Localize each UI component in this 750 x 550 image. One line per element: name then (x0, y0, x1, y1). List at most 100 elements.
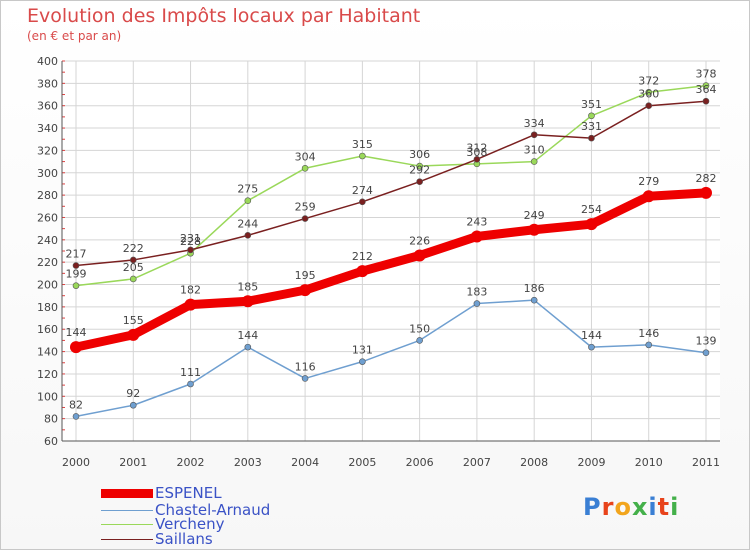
x-tick-label: 2002 (177, 456, 205, 469)
legend-swatch (101, 538, 153, 540)
legend-swatch (101, 509, 153, 511)
data-label: 228 (180, 235, 201, 248)
data-point (127, 328, 140, 341)
plot-area (62, 61, 720, 441)
data-label: 82 (69, 398, 83, 411)
data-label: 226 (409, 234, 430, 247)
data-point (301, 215, 309, 222)
y-tick-label: 340 (37, 122, 58, 135)
data-label: 259 (295, 201, 316, 214)
legend-label: Chastel-Arnaud (155, 501, 271, 519)
data-label: 144 (237, 329, 258, 342)
data-label: 195 (295, 269, 316, 282)
data-label: 312 (466, 141, 487, 154)
y-tick-label: 300 (37, 167, 58, 180)
data-label: 186 (524, 282, 545, 295)
data-label: 282 (696, 172, 717, 185)
x-tick-label: 2005 (348, 456, 376, 469)
data-label: 144 (581, 329, 602, 342)
data-label: 279 (638, 175, 659, 188)
x-tick-label: 2003 (234, 456, 262, 469)
data-point (702, 97, 710, 105)
data-point (184, 298, 197, 311)
data-label: 116 (295, 360, 316, 373)
data-point (70, 341, 82, 354)
data-label: 364 (696, 83, 717, 96)
legend-item: Vercheny (101, 516, 225, 532)
series-line (75, 100, 707, 267)
data-point (588, 134, 595, 142)
y-tick-label: 240 (37, 234, 58, 247)
data-label: 231 (180, 232, 201, 245)
data-point (416, 162, 423, 170)
data-label: 150 (409, 322, 430, 335)
x-tick-label: 2000 (62, 456, 90, 469)
legend-item: Chastel-Arnaud (101, 502, 270, 518)
x-tick-label: 2001 (119, 456, 147, 469)
data-point (301, 164, 309, 172)
data-label: 292 (409, 164, 430, 177)
data-label: 351 (581, 98, 602, 111)
data-point (72, 282, 80, 289)
data-point (530, 296, 538, 304)
data-label: 331 (581, 120, 602, 133)
chart-subtitle: (en € et par an) (27, 29, 122, 43)
data-point (702, 82, 710, 89)
y-tick-label: 360 (37, 100, 58, 113)
data-label: 146 (638, 327, 659, 340)
data-point (585, 218, 598, 231)
chart-title: Evolution des Impôts locaux par Habitant (27, 5, 421, 27)
data-point (588, 112, 595, 120)
legend-label: Vercheny (155, 515, 225, 533)
data-point (645, 88, 653, 96)
data-label: 182 (180, 284, 201, 297)
y-tick-label: 260 (37, 211, 58, 224)
data-label: 144 (66, 326, 87, 339)
data-label: 304 (295, 150, 316, 163)
legend-label: ESPENEL (155, 484, 222, 502)
data-label: 360 (638, 88, 659, 101)
y-tick-label: 60 (44, 435, 58, 448)
y-tick-label: 320 (37, 144, 58, 157)
y-tick-label: 220 (37, 256, 58, 269)
data-label: 185 (237, 280, 258, 293)
data-point (72, 262, 80, 269)
data-label: 92 (126, 387, 140, 400)
data-point (588, 343, 595, 351)
data-label: 222 (123, 242, 144, 255)
data-point (700, 186, 712, 199)
data-point (244, 232, 252, 239)
data-point (645, 341, 653, 349)
data-point (530, 158, 538, 165)
x-tick-label: 2004 (291, 456, 319, 469)
legend-item: Saillans (101, 531, 213, 547)
series-chastel-arnaud (72, 296, 710, 420)
data-label: 131 (352, 344, 373, 357)
data-point (72, 413, 80, 420)
data-point (416, 337, 423, 344)
data-point (244, 343, 252, 351)
data-point (413, 249, 426, 262)
data-label: 254 (581, 203, 602, 216)
data-point (129, 256, 137, 264)
data-label: 334 (524, 117, 545, 130)
data-point (359, 358, 366, 365)
data-point (129, 401, 137, 409)
data-point (702, 349, 710, 357)
legend-swatch (101, 523, 153, 525)
x-tick-label: 2009 (577, 456, 605, 469)
data-point (241, 295, 254, 308)
data-label: 244 (237, 217, 258, 230)
x-tick-label: 2008 (520, 456, 548, 469)
data-point (359, 152, 366, 160)
data-point (187, 380, 194, 388)
data-point (473, 300, 481, 307)
data-point (356, 265, 369, 278)
data-label: 306 (409, 148, 430, 161)
data-label: 217 (66, 248, 87, 261)
data-label: 372 (638, 74, 659, 87)
data-point (642, 190, 655, 203)
series-vercheny (72, 82, 710, 289)
